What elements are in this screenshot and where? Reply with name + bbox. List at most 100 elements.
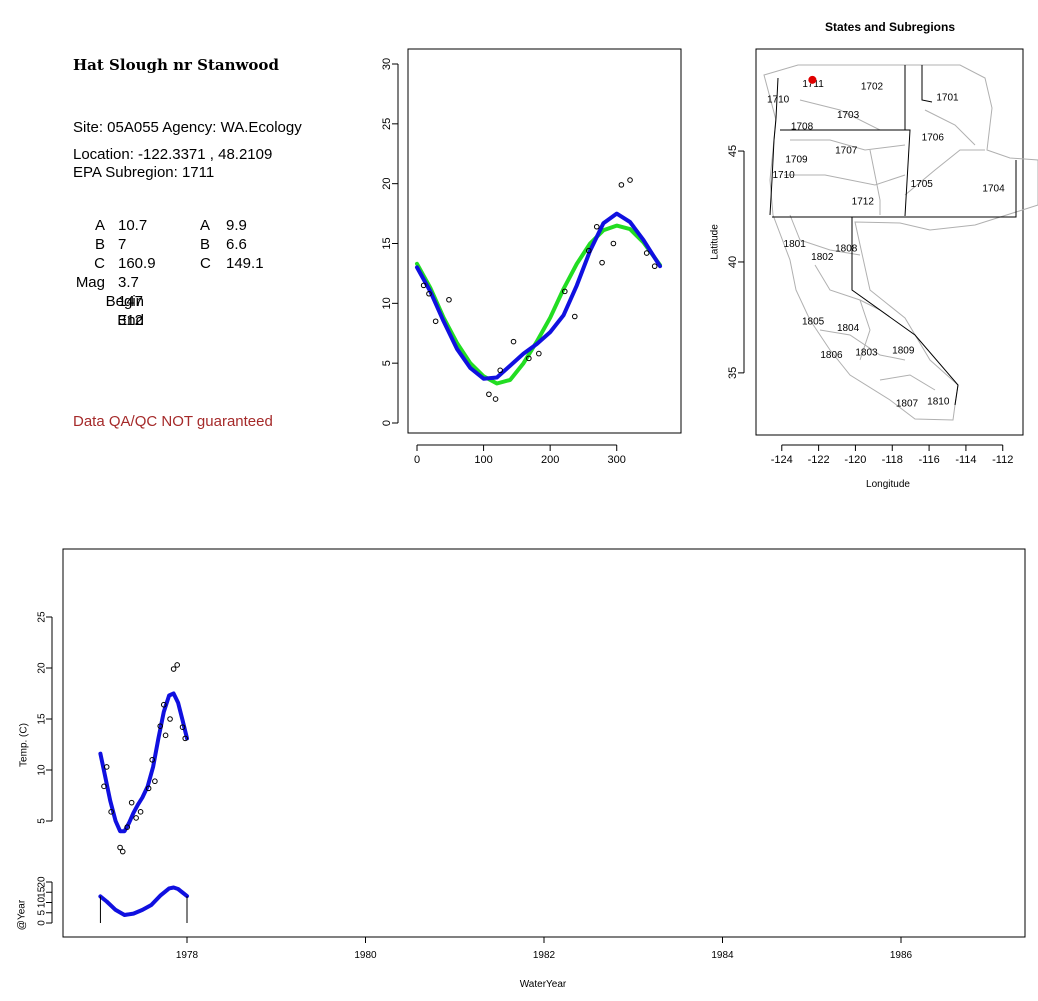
annual-fit-line [98,885,189,917]
map-y-label: Latitude [710,224,721,260]
timeseries-data-point [182,735,189,742]
timeseries-y-tick-label: 25 [37,611,48,623]
seasonal-data-point [432,318,439,325]
map-frame [755,48,1024,436]
subregion-line: EPA Subregion: 1711 [73,164,215,181]
timeseries-data-point [167,716,173,722]
map-region-label: 1710 [772,170,795,181]
map-subregion-boundary [784,174,906,186]
map-region-label: 1708 [791,121,814,132]
seasonal-x-tick-label: 200 [541,454,559,466]
timeseries-data-point [133,815,139,821]
timeseries-data-point [170,666,177,672]
seasonal-y-tick-label: 25 [381,118,393,130]
site-title: Hat Slough nr Stanwood [73,56,279,74]
location-line: Location: -122.3371 , 48.2109 [73,146,273,163]
seasonal-x-tick-label: 100 [474,454,492,466]
map-state-boundary [851,217,959,406]
seasonal-data-point [610,240,617,247]
map-region-label: 1806 [820,350,843,361]
timeseries-y-tick-label: 5 [37,818,48,824]
map-region-label: 1709 [785,155,808,166]
param-value-c: 160.9 [118,255,156,272]
param-value-c2: 149.1 [226,255,264,272]
annual-y-tick-label: 0 [37,920,48,926]
map-x-tick-label: -116 [918,454,939,466]
seasonal-y-tick-label: 0 [381,420,393,426]
param-label-c2: C [200,255,211,272]
map-x-label: Longitude [866,479,910,490]
param-value-mag: 3.7 [118,274,139,291]
map-region-label: 1803 [855,348,878,359]
seasonal-plot-frame [407,48,682,434]
map-y-tick-label: 40 [727,256,739,268]
param-value-b: 7 [118,236,127,253]
annual-y-tick-label: 20 [37,876,48,888]
timeseries-data-point [157,723,164,729]
map-region-label: 1804 [837,323,860,334]
map-state-boundary [921,65,933,103]
map-region-label: 1704 [982,183,1005,194]
seasonal-data-point [561,288,568,295]
seasonal-data-point [585,247,592,254]
seasonal-data-point [446,296,452,303]
timeseries-data-point [179,724,186,730]
seasonal-fit-line-blue [415,211,662,381]
timeseries-x-label: WaterYear [520,979,567,990]
map-subregion-boundary [904,149,985,196]
timeseries-y-tick-label: 10 [37,764,48,776]
seasonal-data-point [593,223,600,230]
param-value-end: 312 [118,312,144,329]
map-region-label: 1701 [936,92,959,103]
param-label-b: B [94,236,105,253]
seasonal-data-point [618,182,625,188]
map-subregion-boundary [924,109,976,146]
site-agency-line: Site: 05A055 Agency: WA.Ecology [73,119,302,136]
map-region-outline [763,64,1038,421]
map-y-tick-label: 35 [727,367,739,379]
timeseries-x-tick-label: 1984 [711,950,734,961]
seasonal-data-point [526,355,532,362]
param-label-end: End [117,312,144,329]
timeseries-data-point [124,824,131,830]
timeseries-y-label: Temp. (C) [19,723,30,767]
map-subregion-boundary [814,264,881,311]
timeseries-data-point [145,785,152,792]
map-x-tick-label: -118 [882,454,903,466]
seasonal-y-tick-label: 5 [381,360,393,366]
timeseries-x-tick-label: 1986 [890,950,913,961]
qa-note: Data QA/QC NOT guaranteed [73,413,273,430]
map-subregion-boundary [869,149,881,215]
map-region-label: 1707 [835,146,858,157]
seasonal-data-point [420,282,427,289]
param-value-b2: 6.6 [226,236,247,253]
timeseries-data-point [149,757,155,763]
timeseries-data-point [119,848,126,855]
seasonal-data-point [571,313,578,320]
map-region-label: 1807 [896,399,919,410]
seasonal-data-point [492,396,499,402]
timeseries-data-point [152,778,158,785]
timeseries-y-tick-label: 20 [37,662,48,674]
map-region-label: 1702 [861,81,884,92]
seasonal-data-point [426,290,432,297]
map-region-label: 1805 [802,317,825,328]
seasonal-fit-line-green [415,223,662,386]
seasonal-data-point [599,259,605,266]
param-value-a2: 9.9 [226,217,247,234]
timeseries-fit-line [98,691,189,834]
timeseries-data-point [128,799,135,806]
timeseries-x-tick-label: 1980 [354,950,377,961]
seasonal-y-tick-label: 20 [381,178,393,190]
seasonal-data-point [486,391,492,398]
map-region-label: 1706 [922,132,945,143]
map-subregion-boundary [789,214,861,256]
map-region-label: 1712 [852,197,875,208]
map-x-tick-label: -124 [771,454,793,466]
annual-y-tick-label: 10 [37,897,48,909]
seasonal-y-tick-label: 30 [381,58,393,70]
timeseries-x-tick-label: 1978 [176,950,199,961]
timeseries-data-point [174,662,180,668]
timeseries-x-tick-label: 1982 [533,950,556,961]
